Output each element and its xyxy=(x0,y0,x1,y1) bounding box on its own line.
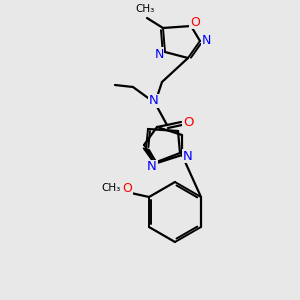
Text: N: N xyxy=(154,47,164,61)
Text: O: O xyxy=(183,116,193,130)
Text: O: O xyxy=(190,16,200,28)
Text: CH₃: CH₃ xyxy=(101,183,121,193)
Text: CH₃: CH₃ xyxy=(135,4,154,14)
Text: N: N xyxy=(201,34,211,46)
Text: N: N xyxy=(149,94,159,107)
Text: N: N xyxy=(183,149,193,163)
Text: N: N xyxy=(147,160,157,173)
Text: O: O xyxy=(122,182,132,196)
